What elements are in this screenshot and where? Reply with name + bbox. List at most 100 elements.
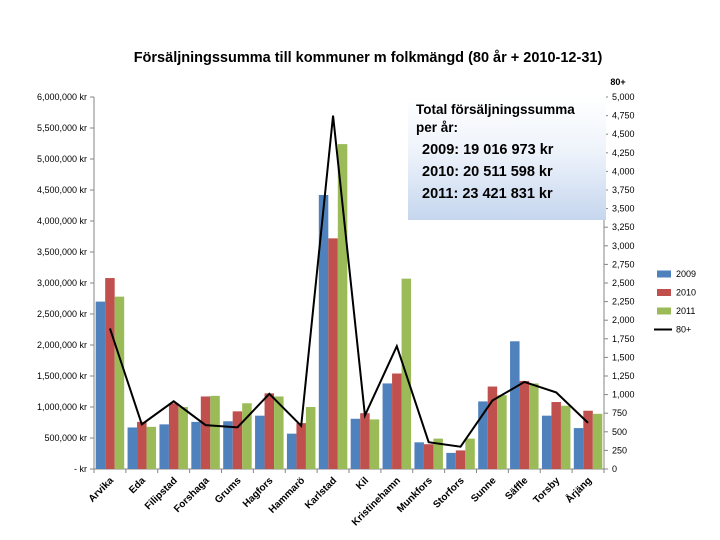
bar-2009-kristinehamn xyxy=(382,383,393,469)
category-label: Årjäng xyxy=(563,474,595,506)
bar-2009-hagfors xyxy=(255,415,265,469)
left-tick-label: 1,000,000 kr xyxy=(37,402,87,412)
plot-area: - kr 500,000 kr 1,000,000 kr 1,500,000 kr 2,… xyxy=(37,92,635,528)
bar-2010-årjäng xyxy=(583,410,593,469)
bar-2011-filipstad xyxy=(178,407,188,469)
legend-label-2009: 2009 xyxy=(676,269,696,279)
total-2010: 2010: 20 511 598 kr xyxy=(422,164,553,180)
right-tick-label: 0 xyxy=(612,464,617,474)
category-label: Torsby xyxy=(531,475,562,506)
category-label: Forshaga xyxy=(172,475,212,515)
category-label: Kil xyxy=(354,475,371,492)
bar-2010-hammarö xyxy=(296,423,306,469)
bar-2010-sunne xyxy=(487,386,498,469)
bar-2011-arvika xyxy=(114,296,125,469)
totals-annotation-box: Total försäljningssumma per år: 2009: 19… xyxy=(408,96,606,220)
right-tick-label: 4,250 xyxy=(612,148,635,158)
bar-2011-storfors xyxy=(465,438,475,469)
bar-2010-forshaga xyxy=(200,396,211,469)
right-tick-label: 1,750 xyxy=(612,334,635,344)
right-tick-label: 2,250 xyxy=(612,297,635,307)
right-tick-label: 4,750 xyxy=(612,111,635,121)
left-tick-label: 5,500,000 kr xyxy=(37,123,87,133)
bar-2009-arvika xyxy=(95,301,106,469)
left-tick-label: 1,500,000 kr xyxy=(37,371,87,381)
bar-2011-forshaga xyxy=(210,395,220,469)
totals-heading-2: per år: xyxy=(416,120,459,135)
bar-2009-filipstad xyxy=(159,424,169,469)
right-tick-label: 3,500 xyxy=(612,204,635,214)
bar-2010-säffle xyxy=(519,380,530,469)
right-tick-label: 4,500 xyxy=(612,129,635,139)
bar-2009-karlstad xyxy=(318,194,329,469)
left-tick-label: 3,000,000 kr xyxy=(37,278,87,288)
right-tick-label: 3,250 xyxy=(612,222,635,232)
bar-2009-säffle xyxy=(510,341,520,469)
right-tick-label: 1,250 xyxy=(612,371,635,381)
bar-2010-karlstad xyxy=(328,238,338,469)
bar-2010-torsby xyxy=(551,402,561,469)
left-tick-label: 2,000,000 kr xyxy=(37,340,87,350)
bar-2010-eda xyxy=(137,421,147,469)
legend-swatch-2010 xyxy=(657,289,671,296)
legend-swatch-2011 xyxy=(657,307,671,315)
totals-heading: Total försäljningssumma xyxy=(416,102,575,117)
left-tick-label: 6,000,000 kr xyxy=(37,92,87,102)
bar-2011-hammarö xyxy=(305,407,316,469)
bar-2011-grums xyxy=(242,403,252,469)
legend: 2009 2010 2011 80+ xyxy=(654,269,696,335)
bar-2009-munkfors xyxy=(414,442,424,469)
category-label: Munkfors xyxy=(395,475,435,515)
right-tick-label: 2,750 xyxy=(612,259,635,269)
bar-2010-storfors xyxy=(455,450,466,469)
category-label: Grums xyxy=(213,475,244,506)
bar-2011-säffle xyxy=(529,383,539,469)
category-label: Sunne xyxy=(469,475,499,505)
bar-2009-torsby xyxy=(541,415,552,469)
category-label: Säffle xyxy=(503,475,530,502)
right-tick-label: 250 xyxy=(612,445,627,455)
bar-2009-grums xyxy=(223,421,233,469)
line-series-80plus xyxy=(108,115,589,448)
bar-2010-hagfors xyxy=(264,393,275,469)
right-tick-label: 500 xyxy=(612,427,627,437)
left-tick-label: - kr xyxy=(74,464,87,474)
chart-title: Försäljningssumma till kommuner m folkmä… xyxy=(134,50,603,66)
legend-label-2011: 2011 xyxy=(676,306,695,316)
right-tick-label: 2,000 xyxy=(612,315,635,325)
right-axis-label: 80+ xyxy=(610,77,625,87)
bar-2010-arvika xyxy=(105,278,115,469)
bar-2009-hammarö xyxy=(286,433,297,469)
category-label: Arvika xyxy=(87,475,117,505)
bar-2011-eda xyxy=(146,426,157,469)
right-tick-label: 1,500 xyxy=(612,352,635,362)
left-tick-label: 2,500,000 kr xyxy=(37,309,87,319)
left-tick-label: 4,000,000 kr xyxy=(37,216,87,226)
bar-2010-munkfors xyxy=(423,444,434,469)
bar-2010-filipstad xyxy=(168,403,179,469)
right-tick-label: 5,000 xyxy=(612,92,635,102)
legend-label-2010: 2010 xyxy=(676,288,696,298)
left-tick-label: 500,000 kr xyxy=(44,433,87,443)
bar-2011-hagfors xyxy=(274,396,284,469)
bar-2009-sunne xyxy=(478,401,488,469)
bar-2011-kil xyxy=(369,419,380,469)
bar-2011-munkfors xyxy=(433,438,443,469)
right-tick-label: 750 xyxy=(612,408,627,418)
total-2009: 2009: 19 016 973 kr xyxy=(422,142,554,158)
bar-2010-kil xyxy=(360,413,370,469)
legend-label-80+: 80+ xyxy=(676,325,691,335)
left-tick-label: 3,500,000 kr xyxy=(37,247,87,257)
total-2011: 2011: 23 421 831 kr xyxy=(422,186,553,202)
bar-2009-kil xyxy=(350,418,361,469)
bar-2011-torsby xyxy=(560,405,571,469)
category-label: Karlstad xyxy=(303,475,339,511)
bar-2011-karlstad xyxy=(337,144,348,469)
bar-2010-grums xyxy=(232,411,243,469)
bar-2009-forshaga xyxy=(191,421,201,469)
left-tick-label: 5,000,000 kr xyxy=(37,154,87,164)
bar-2011-sunne xyxy=(497,395,507,469)
bar-2009-storfors xyxy=(446,452,456,469)
bar-2009-eda xyxy=(127,427,138,469)
